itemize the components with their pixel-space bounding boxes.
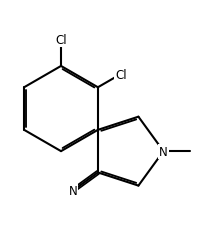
Text: Cl: Cl <box>115 68 127 81</box>
Text: N: N <box>69 184 77 197</box>
Text: N: N <box>159 145 168 158</box>
Text: Cl: Cl <box>55 34 67 47</box>
